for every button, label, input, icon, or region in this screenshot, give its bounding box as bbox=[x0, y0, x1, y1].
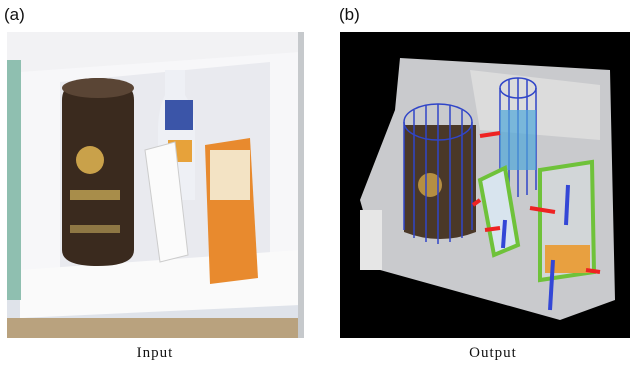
panel-caption: Input bbox=[137, 345, 174, 361]
figure: (a) Input (b) bbox=[0, 0, 636, 365]
input-photo bbox=[7, 32, 304, 338]
output-render bbox=[340, 32, 630, 338]
panel-label: (a) bbox=[4, 5, 25, 24]
panel-label: (b) bbox=[339, 5, 360, 24]
panel-caption: Output bbox=[469, 345, 517, 361]
